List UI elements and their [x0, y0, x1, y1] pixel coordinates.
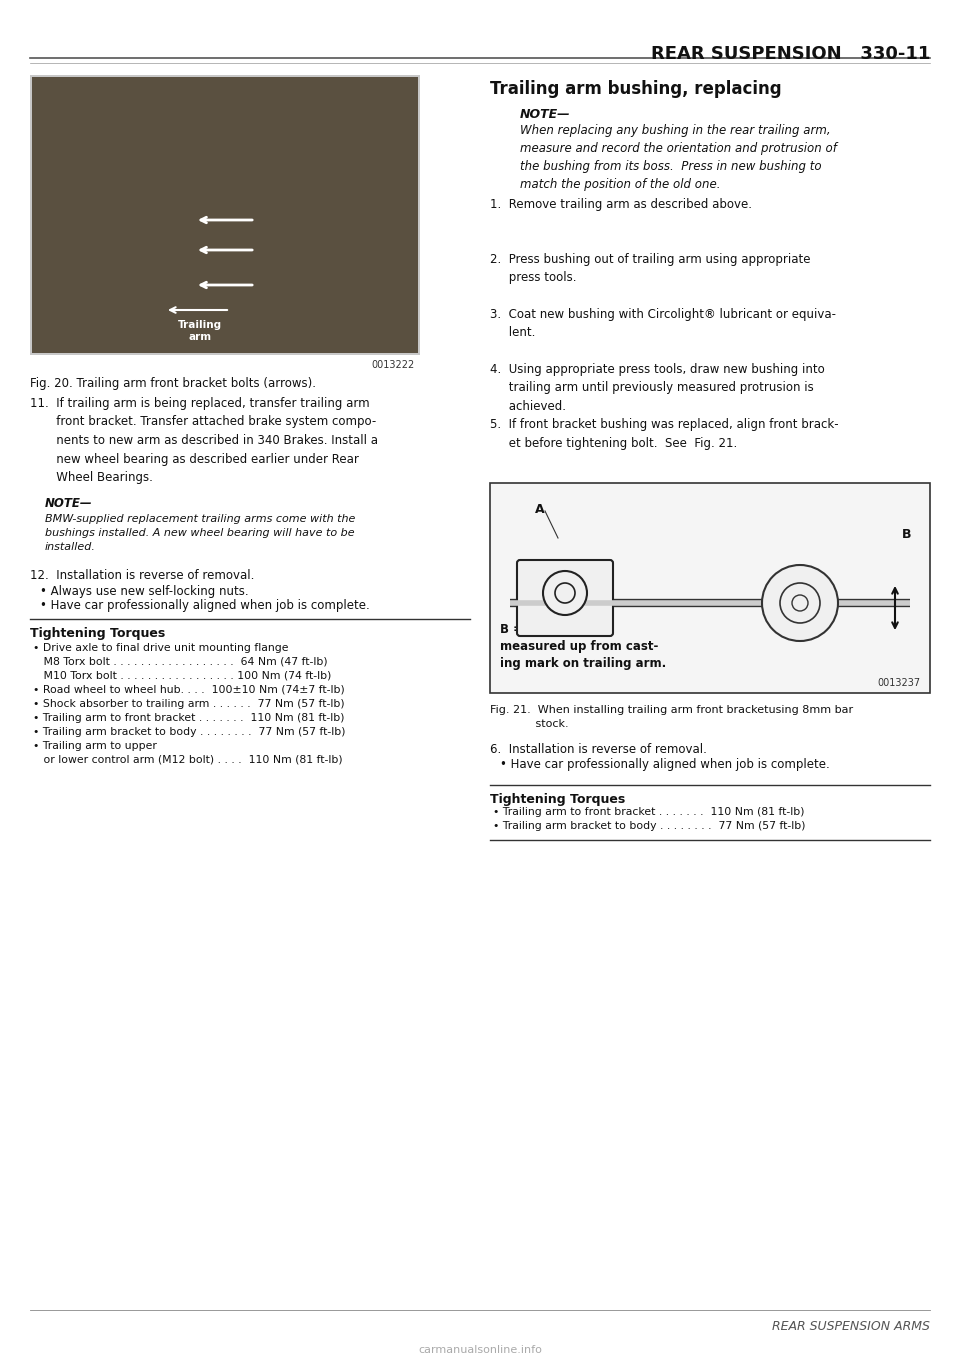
Text: • Trailing arm bracket to body . . . . . . . .  77 Nm (57 ft-lb): • Trailing arm bracket to body . . . . .…: [493, 821, 805, 830]
Text: 1.  Remove trailing arm as described above.: 1. Remove trailing arm as described abov…: [490, 198, 752, 210]
Circle shape: [555, 584, 575, 603]
Text: When replacing any bushing in the rear trailing arm,
measure and record the orie: When replacing any bushing in the rear t…: [520, 123, 837, 191]
Text: A: A: [535, 503, 544, 516]
Text: • Trailing arm to upper: • Trailing arm to upper: [33, 741, 156, 750]
Text: NOTE—: NOTE—: [45, 497, 92, 510]
Text: 0013237: 0013237: [876, 678, 920, 688]
Text: M8 Torx bolt . . . . . . . . . . . . . . . . . .  64 Nm (47 ft-lb): M8 Torx bolt . . . . . . . . . . . . . .…: [33, 657, 327, 668]
Circle shape: [762, 565, 838, 641]
Text: 4.  Using appropriate press tools, draw new bushing into
     trailing arm until: 4. Using appropriate press tools, draw n…: [490, 364, 825, 413]
Text: Trailing arm bushing, replacing: Trailing arm bushing, replacing: [490, 80, 781, 98]
Text: 6.  Installation is reverse of removal.: 6. Installation is reverse of removal.: [490, 744, 707, 756]
Text: carmanualsonline.info: carmanualsonline.info: [418, 1345, 542, 1356]
FancyBboxPatch shape: [517, 560, 613, 636]
Text: Tightening Torques: Tightening Torques: [30, 627, 165, 641]
Text: 2.  Press bushing out of trailing arm using appropriate
     press tools.: 2. Press bushing out of trailing arm usi…: [490, 252, 810, 285]
Text: • Trailing arm to front bracket . . . . . . .  110 Nm (81 ft-lb): • Trailing arm to front bracket . . . . …: [33, 712, 345, 723]
Text: REAR SUSPENSION   330-11: REAR SUSPENSION 330-11: [651, 45, 930, 62]
Text: or lower control arm (M12 bolt) . . . .  110 Nm (81 ft-lb): or lower control arm (M12 bolt) . . . . …: [33, 754, 343, 765]
Text: Tightening Torques: Tightening Torques: [490, 792, 625, 806]
Bar: [490, 483, 930, 693]
Circle shape: [780, 584, 820, 623]
Text: B = 8 mm
measured up from cast-
ing mark on trailing arm.: B = 8 mm measured up from cast- ing mark…: [500, 623, 666, 670]
Text: • Shock absorber to trailing arm . . . . . .  77 Nm (57 ft-lb): • Shock absorber to trailing arm . . . .…: [33, 699, 345, 708]
Text: 5.  If front bracket bushing was replaced, align front brack-
     et before tig: 5. If front bracket bushing was replaced…: [490, 418, 839, 449]
Text: NOTE—: NOTE—: [520, 109, 570, 121]
Text: • Have car professionally aligned when job is complete.: • Have car professionally aligned when j…: [500, 759, 829, 771]
Bar: [32, 77, 418, 353]
Circle shape: [792, 594, 808, 611]
Text: • Have car professionally aligned when job is complete.: • Have car professionally aligned when j…: [40, 598, 370, 612]
Text: 11.  If trailing arm is being replaced, transfer trailing arm
       front brack: 11. If trailing arm is being replaced, t…: [30, 398, 378, 484]
Text: 12.  Installation is reverse of removal.: 12. Installation is reverse of removal.: [30, 569, 254, 582]
Text: • Trailing arm bracket to body . . . . . . . .  77 Nm (57 ft-lb): • Trailing arm bracket to body . . . . .…: [33, 727, 346, 737]
Text: Fig. 21.  When installing trailing arm front bracketusing 8mm bar
             s: Fig. 21. When installing trailing arm fr…: [490, 706, 853, 729]
Text: • Always use new self-locking nuts.: • Always use new self-locking nuts.: [40, 585, 249, 598]
Text: 0013222: 0013222: [372, 360, 415, 370]
Text: • Trailing arm to front bracket . . . . . . .  110 Nm (81 ft-lb): • Trailing arm to front bracket . . . . …: [493, 807, 804, 817]
Circle shape: [543, 571, 587, 615]
Bar: [30, 75, 420, 356]
Text: M10 Torx bolt . . . . . . . . . . . . . . . . . 100 Nm (74 ft-lb): M10 Torx bolt . . . . . . . . . . . . . …: [33, 670, 331, 681]
Text: • Road wheel to wheel hub. . . .  100±10 Nm (74±7 ft-lb): • Road wheel to wheel hub. . . . 100±10 …: [33, 685, 345, 695]
Text: • Drive axle to final drive unit mounting flange: • Drive axle to final drive unit mountin…: [33, 643, 289, 653]
Text: B: B: [902, 528, 911, 541]
Text: Fig. 20. Trailing arm front bracket bolts (arrows).: Fig. 20. Trailing arm front bracket bolt…: [30, 377, 316, 389]
Text: Trailing
arm: Trailing arm: [178, 320, 222, 342]
Text: BMW-supplied replacement trailing arms come with the
bushings installed. A new w: BMW-supplied replacement trailing arms c…: [45, 514, 355, 552]
Text: REAR SUSPENSION ARMS: REAR SUSPENSION ARMS: [772, 1320, 930, 1333]
Text: 3.  Coat new bushing with Circolight® lubricant or equiva-
     lent.: 3. Coat new bushing with Circolight® lub…: [490, 308, 836, 339]
